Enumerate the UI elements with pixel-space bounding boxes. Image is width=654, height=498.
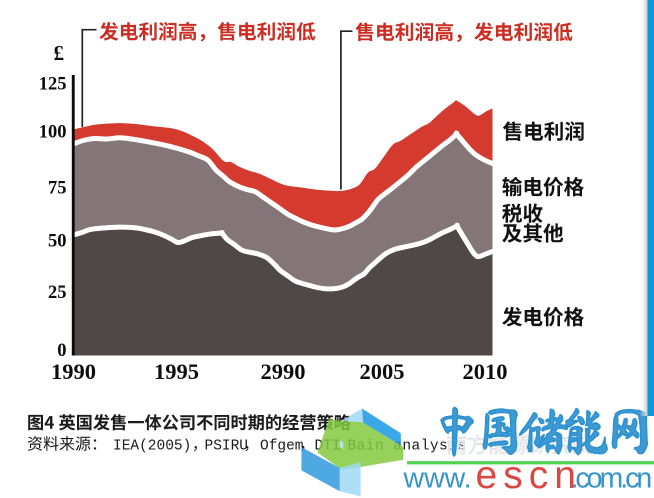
svg-text:1990: 1990	[51, 359, 96, 384]
svg-text:escn: escn	[476, 454, 582, 497]
svg-text:www.: www.	[403, 463, 472, 495]
svg-text:Ofgem: Ofgem	[260, 439, 304, 455]
svg-text:2005: 2005	[360, 359, 405, 384]
svg-text:.com.cn: .com.cn	[571, 463, 651, 495]
svg-text:2990: 2990	[261, 359, 306, 384]
svg-text:125: 125	[39, 74, 67, 94]
svg-text:50: 50	[48, 232, 67, 252]
svg-text:25: 25	[48, 283, 67, 303]
svg-text:75: 75	[48, 179, 67, 199]
svg-text:1995: 1995	[154, 359, 199, 384]
svg-text:IEA(2005): IEA(2005)	[113, 439, 191, 455]
svg-text:£: £	[54, 41, 65, 65]
svg-text:2010: 2010	[463, 359, 508, 384]
svg-text:PSIRU: PSIRU	[205, 439, 249, 455]
svg-text:0: 0	[57, 341, 66, 361]
svg-text:100: 100	[39, 123, 67, 143]
